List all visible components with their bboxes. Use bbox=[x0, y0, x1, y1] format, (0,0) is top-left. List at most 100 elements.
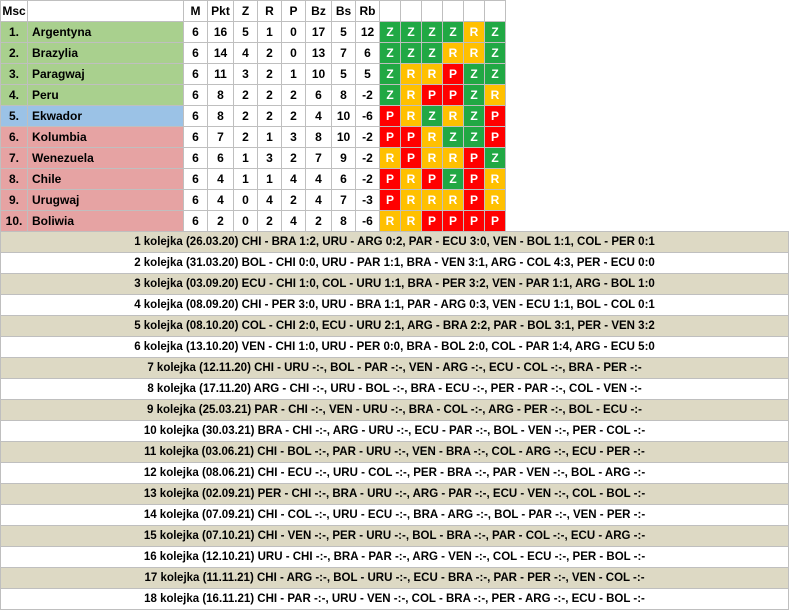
draws-cell: 1 bbox=[257, 126, 282, 148]
header-form-blank bbox=[421, 0, 443, 22]
form-badge: R bbox=[421, 126, 443, 148]
form-badge: Z bbox=[484, 21, 506, 43]
team-name: Chile bbox=[27, 168, 184, 190]
goals-for-cell: 2 bbox=[305, 210, 332, 232]
form-badge: Z bbox=[463, 126, 485, 148]
fixture-row: 17 kolejka (11.11.21) CHI - ARG -:-, BOL… bbox=[0, 567, 789, 589]
fixture-row: 7 kolejka (12.11.20) CHI - URU -:-, BOL … bbox=[0, 357, 789, 379]
goals-against-cell: 7 bbox=[331, 189, 356, 211]
form-badge: P bbox=[442, 63, 464, 85]
wins-cell: 1 bbox=[233, 168, 258, 190]
form-badge: R bbox=[379, 210, 401, 232]
draws-cell: 2 bbox=[257, 210, 282, 232]
fixture-row: 1 kolejka (26.03.20) CHI - BRA 1:2, URU … bbox=[0, 231, 789, 253]
fixture-row: 13 kolejka (02.09.21) PER - CHI -:-, BRA… bbox=[0, 483, 789, 505]
form-badge: R bbox=[484, 168, 506, 190]
form-badge: P bbox=[421, 84, 443, 106]
form-badge: Z bbox=[379, 42, 401, 64]
form-badge: Z bbox=[442, 168, 464, 190]
goal-diff-cell: -2 bbox=[355, 84, 380, 106]
fixture-row: 4 kolejka (08.09.20) CHI - PER 3:0, URU … bbox=[0, 294, 789, 316]
fixtures-table: 1 kolejka (26.03.20) CHI - BRA 1:2, URU … bbox=[0, 231, 789, 610]
team-name: Wenezuela bbox=[27, 147, 184, 169]
goal-diff-cell: 12 bbox=[355, 21, 380, 43]
losses-cell: 2 bbox=[281, 189, 306, 211]
goals-for-cell: 4 bbox=[305, 168, 332, 190]
goal-diff-cell: -2 bbox=[355, 168, 380, 190]
position-cell: 1. bbox=[0, 21, 28, 43]
header-form-blank bbox=[442, 0, 464, 22]
fixture-text: 4 kolejka (08.09.20) CHI - PER 3:0, URU … bbox=[0, 294, 789, 316]
form-badge: Z bbox=[484, 63, 506, 85]
matches-cell: 6 bbox=[183, 210, 208, 232]
fixture-text: 11 kolejka (03.06.21) CHI - BOL -:-, PAR… bbox=[0, 441, 789, 463]
form-badge: R bbox=[442, 105, 464, 127]
form-badge: R bbox=[421, 189, 443, 211]
fixture-row: 15 kolejka (07.10.21) CHI - VEN -:-, PER… bbox=[0, 525, 789, 547]
fixture-text: 2 kolejka (31.03.20) BOL - CHI 0:0, URU … bbox=[0, 252, 789, 274]
standings-row: 1. Argentyna 6 16 5 1 0 17 5 12 Z Z Z Z R Z bbox=[0, 21, 506, 43]
fixture-row: 2 kolejka (31.03.20) BOL - CHI 0:0, URU … bbox=[0, 252, 789, 274]
goal-diff-cell: -6 bbox=[355, 210, 380, 232]
position-cell: 7. bbox=[0, 147, 28, 169]
fixture-row: 5 kolejka (08.10.20) COL - CHI 2:0, ECU … bbox=[0, 315, 789, 337]
goals-for-cell: 4 bbox=[305, 189, 332, 211]
losses-cell: 2 bbox=[281, 147, 306, 169]
matches-cell: 6 bbox=[183, 189, 208, 211]
form-badge: P bbox=[421, 168, 443, 190]
form-badge: P bbox=[379, 126, 401, 148]
position-cell: 8. bbox=[0, 168, 28, 190]
form-badge: Z bbox=[379, 63, 401, 85]
form-badge: P bbox=[484, 105, 506, 127]
fixture-row: 10 kolejka (30.03.21) BRA - CHI -:-, ARG… bbox=[0, 420, 789, 442]
matches-cell: 6 bbox=[183, 84, 208, 106]
form-badge: R bbox=[463, 21, 485, 43]
form-badge: R bbox=[400, 105, 422, 127]
goals-for-cell: 7 bbox=[305, 147, 332, 169]
fixture-text: 15 kolejka (07.10.21) CHI - VEN -:-, PER… bbox=[0, 525, 789, 547]
goals-against-cell: 9 bbox=[331, 147, 356, 169]
losses-cell: 1 bbox=[281, 63, 306, 85]
header-form-blank bbox=[463, 0, 485, 22]
draws-cell: 2 bbox=[257, 42, 282, 64]
header-form-blank bbox=[379, 0, 401, 22]
form-badge: P bbox=[421, 210, 443, 232]
goals-against-cell: 10 bbox=[331, 105, 356, 127]
header-p: P bbox=[281, 0, 306, 22]
standings-row: 2. Brazylia 6 14 4 2 0 13 7 6 Z Z Z R R Z bbox=[0, 42, 506, 64]
form-badge: Z bbox=[421, 21, 443, 43]
goals-for-cell: 10 bbox=[305, 63, 332, 85]
team-name: Argentyna bbox=[27, 21, 184, 43]
draws-cell: 2 bbox=[257, 84, 282, 106]
standings-row: 5. Ekwador 6 8 2 2 2 4 10 -6 P R Z R Z P bbox=[0, 105, 506, 127]
standings-table: Msc M Pkt Z R P Bz Bs Rb 1. Argentyna 6 16 5… bbox=[0, 0, 506, 232]
goals-against-cell: 6 bbox=[331, 168, 356, 190]
points-cell: 7 bbox=[207, 126, 234, 148]
team-name: Peru bbox=[27, 84, 184, 106]
goals-for-cell: 8 bbox=[305, 126, 332, 148]
team-name: Boliwia bbox=[27, 210, 184, 232]
fixture-text: 14 kolejka (07.09.21) CHI - COL -:-, URU… bbox=[0, 504, 789, 526]
goals-for-cell: 4 bbox=[305, 105, 332, 127]
wins-cell: 0 bbox=[233, 210, 258, 232]
header-pkt: Pkt bbox=[207, 0, 234, 22]
form-badge: Z bbox=[379, 84, 401, 106]
matches-cell: 6 bbox=[183, 21, 208, 43]
form-badge: R bbox=[442, 189, 464, 211]
form-badge: Z bbox=[484, 147, 506, 169]
losses-cell: 4 bbox=[281, 210, 306, 232]
points-cell: 4 bbox=[207, 189, 234, 211]
header-z: Z bbox=[233, 0, 258, 22]
points-cell: 14 bbox=[207, 42, 234, 64]
wins-cell: 4 bbox=[233, 42, 258, 64]
fixture-row: 12 kolejka (08.06.21) CHI - ECU -:-, URU… bbox=[0, 462, 789, 484]
standings-row: 7. Wenezuela 6 6 1 3 2 7 9 -2 R P R R P Z bbox=[0, 147, 506, 169]
standings-header-row: Msc M Pkt Z R P Bz Bs Rb bbox=[0, 0, 506, 22]
matches-cell: 6 bbox=[183, 147, 208, 169]
form-badge: R bbox=[379, 147, 401, 169]
goals-against-cell: 10 bbox=[331, 126, 356, 148]
goals-against-cell: 7 bbox=[331, 42, 356, 64]
losses-cell: 2 bbox=[281, 105, 306, 127]
position-cell: 3. bbox=[0, 63, 28, 85]
